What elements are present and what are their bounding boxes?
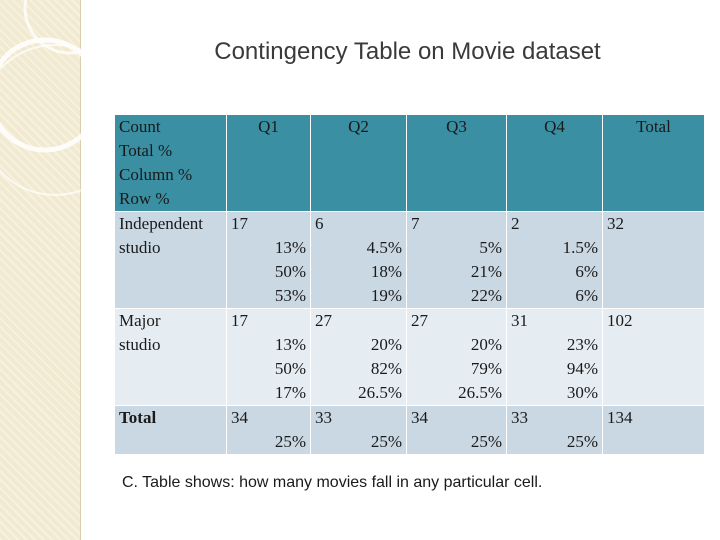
row-total: 102 [602,308,705,406]
cell-total-pct: 13% [274,238,306,257]
table-cell: 33 25% [506,405,603,455]
table-cell: 34 25% [226,405,311,455]
cell-column-pct: 94% [566,359,598,378]
cell-row-pct: 6% [575,286,598,305]
footnote: C. Table shows: how many movies fall in … [122,474,543,491]
cell-total-pct: 20% [470,335,502,354]
corner-total-pct: Total % [119,141,173,160]
cell-total-pct: 25% [370,432,402,451]
row-label-line: Independent [119,214,204,233]
cell-column-pct: 6% [575,262,598,281]
table-row-independent: Independent studio 17 13% 50% 53% 6 4.5%… [114,211,705,309]
row-label: Major studio [114,308,227,406]
table-cell: 27 20% 79% 26.5% [406,308,507,406]
cell-column-pct: 79% [470,359,502,378]
table-cell: 7 5% 21% 22% [406,211,507,309]
row-label-line: studio [119,238,161,257]
cell-total-pct: 25% [470,432,502,451]
contingency-table: Count Total % Column % Row % Q1 Q2 Q3 Q4… [114,114,705,455]
cell-count: 2 [511,214,520,233]
cell-count: 31 [511,311,528,330]
cell-count: 27 [315,311,332,330]
table-cell: 31 23% 94% 30% [506,308,603,406]
cell-column-pct: 82% [370,359,402,378]
corner-header: Count Total % Column % Row % [114,114,227,212]
cell-count: 34 [231,408,248,427]
cell-total-pct: 20% [370,335,402,354]
table-cell: 2 1.5% 6% 6% [506,211,603,309]
cell-total-pct: 1.5% [562,238,598,257]
table-row-major: Major studio 17 13% 50% 17% 27 20% 82% 2… [114,308,705,406]
row-total: 32 [602,211,705,309]
cell-count: 7 [411,214,420,233]
cell-count: 6 [315,214,324,233]
side-decoration-band [0,0,80,540]
cell-count: 33 [315,408,332,427]
cell-column-pct: 50% [274,359,306,378]
cell-total-pct: 5% [479,238,502,257]
cell-total-pct: 23% [566,335,598,354]
table-cell: 17 13% 50% 17% [226,308,311,406]
row-label-line: Major [119,311,161,330]
row-label-line: studio [119,335,161,354]
cell-row-pct: 17% [274,383,306,402]
col-header-q4: Q4 [506,114,603,212]
cell-row-pct: 22% [470,286,502,305]
cell-count: 17 [231,214,248,233]
col-header-q3: Q3 [406,114,507,212]
cell-row-pct: 53% [274,286,306,305]
col-header-q2: Q2 [310,114,407,212]
cell-total-pct: 13% [274,335,306,354]
cell-column-pct: 50% [274,262,306,281]
table-cell: 17 13% 50% 53% [226,211,311,309]
header-row: Count Total % Column % Row % Q1 Q2 Q3 Q4… [114,114,705,212]
cell-row-pct: 19% [370,286,402,305]
table-cell: 33 25% [310,405,407,455]
page-title: Contingency Table on Movie dataset [214,38,601,65]
cell-total-pct: 4.5% [366,238,402,257]
cell-count: 34 [411,408,428,427]
cell-count: 17 [231,311,248,330]
cell-row-pct: 26.5% [358,383,402,402]
col-header-q1: Q1 [226,114,311,212]
table-cell: 34 25% [406,405,507,455]
cell-count: 33 [511,408,528,427]
corner-count: Count [119,117,161,136]
table-row-total: Total 34 25% 33 25% 34 25% 33 25% 134 [114,405,705,455]
col-header-total: Total [602,114,705,212]
cell-count: 27 [411,311,428,330]
row-label-line: Total [119,408,157,427]
cell-row-pct: 26.5% [458,383,502,402]
row-label: Independent studio [114,211,227,309]
cell-column-pct: 21% [470,262,502,281]
table-cell: 6 4.5% 18% 19% [310,211,407,309]
corner-column-pct: Column % [119,165,193,184]
side-decoration-rule [80,0,81,540]
cell-total-pct: 25% [566,432,598,451]
cell-column-pct: 18% [370,262,402,281]
cell-row-pct: 30% [566,383,598,402]
table-cell: 27 20% 82% 26.5% [310,308,407,406]
row-label: Total [114,405,227,455]
corner-row-pct: Row % [119,189,170,208]
cell-total-pct: 25% [274,432,306,451]
grand-total: 134 [602,405,705,455]
